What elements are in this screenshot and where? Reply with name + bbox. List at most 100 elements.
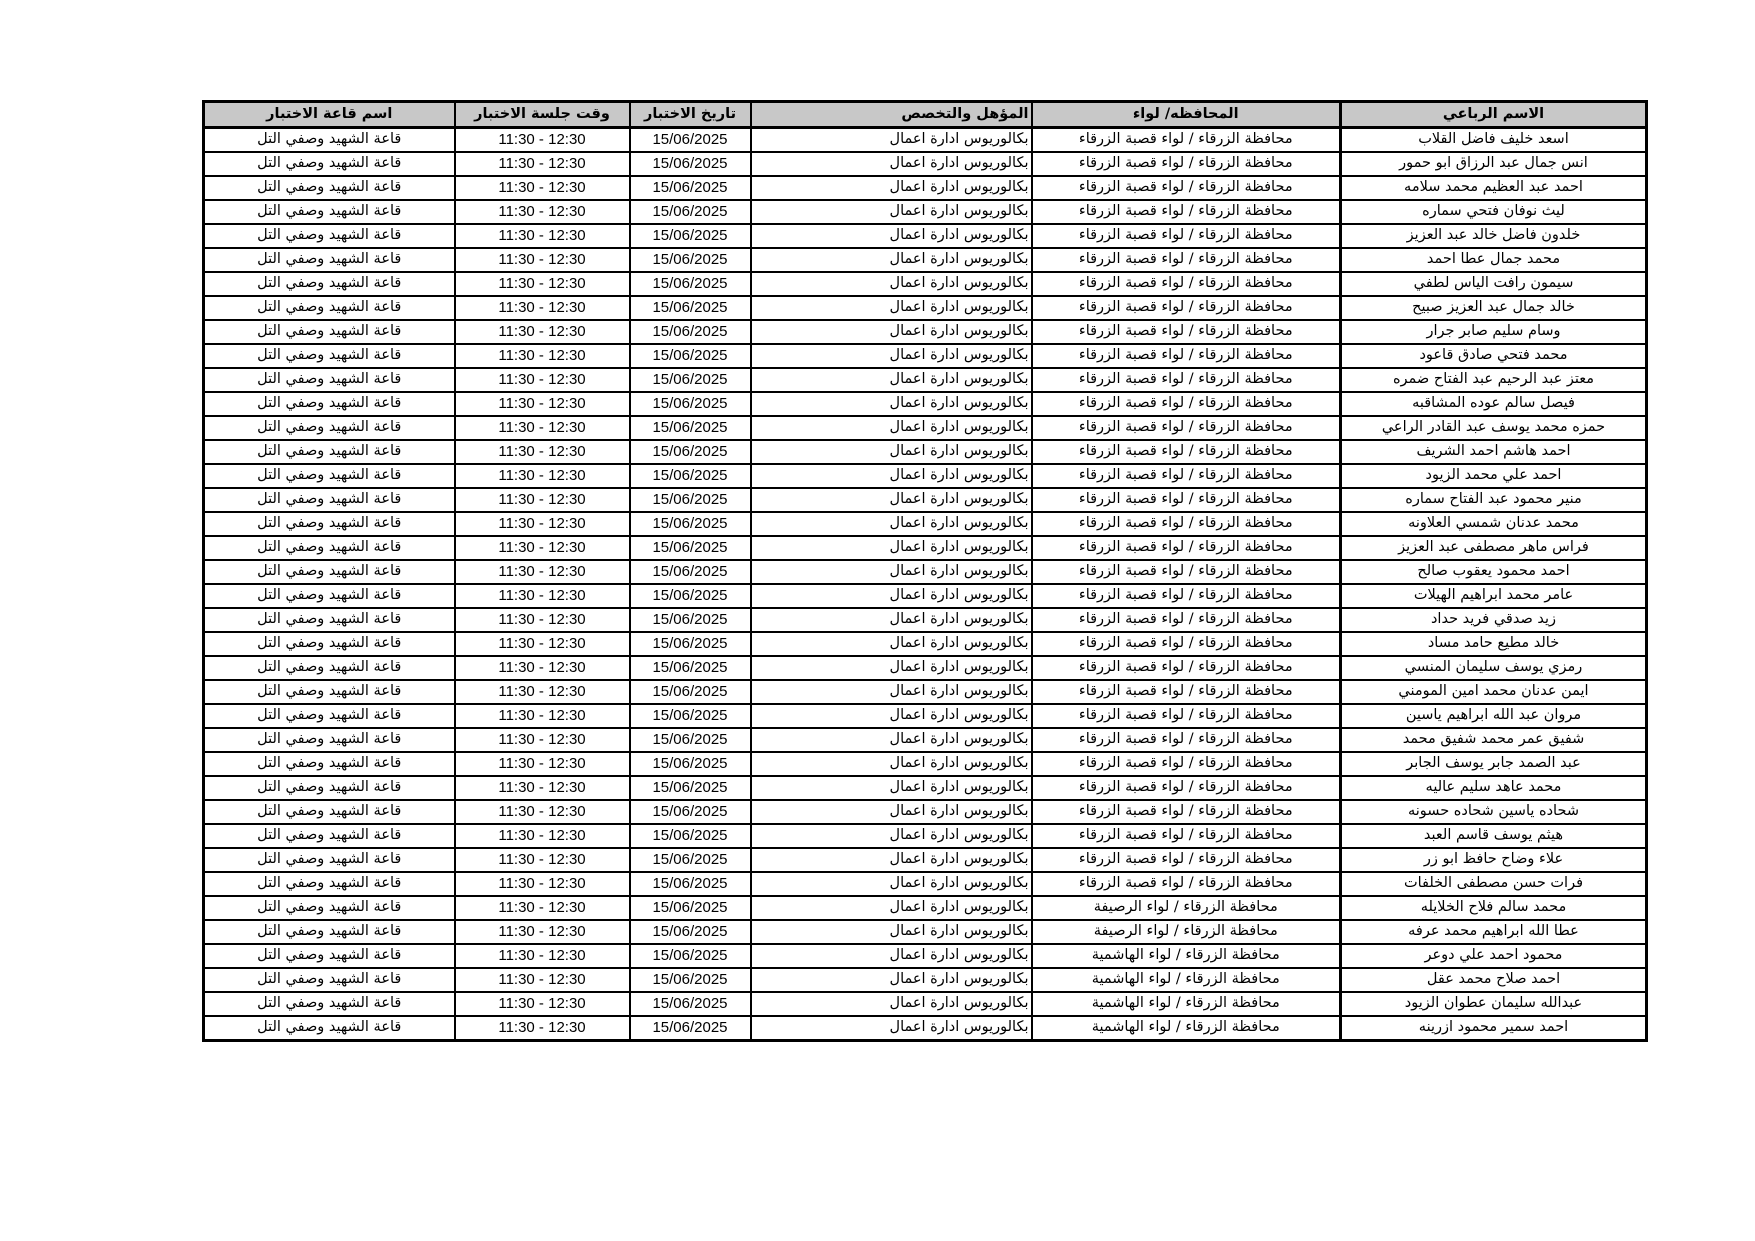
exam-date-cell: 15/06/2025: [628, 727, 752, 753]
exam-time-cell: 11:30 - 12:30: [453, 919, 631, 945]
exam-time-cell: 11:30 - 12:30: [453, 319, 631, 345]
exam-time-cell: 11:30 - 12:30: [453, 367, 631, 393]
exam-date-cell: 15/06/2025: [628, 751, 752, 777]
full-name-cell: ليث نوفان فتحي سماره: [1339, 199, 1648, 225]
table-row: حمزه محمد يوسف عبد القادر الراعي محافظة ا…: [202, 415, 1648, 441]
full-name-cell: محمد جمال عطا احمد: [1339, 247, 1648, 273]
exam-hall-cell: قاعة الشهيد وصفي التل: [202, 967, 456, 993]
table-row: احمد محمود يعقوب صالح محافظة الزرقاء / لو…: [202, 559, 1648, 585]
governorate-cell: محافظة الزرقاء / لواء الهاشمية: [1030, 967, 1342, 993]
qualification-cell: بكالوريوس ادارة اعمال: [749, 487, 1033, 513]
full-name-cell: فرات حسن مصطفى الخلفات: [1339, 871, 1648, 897]
qualification-cell: بكالوريوس ادارة اعمال: [749, 343, 1033, 369]
exam-hall-cell: قاعة الشهيد وصفي التل: [202, 367, 456, 393]
governorate-cell: محافظة الزرقاء / لواء قصبة الزرقاء: [1030, 415, 1342, 441]
exam-time-cell: 11:30 - 12:30: [453, 823, 631, 849]
qualification-cell: بكالوريوس ادارة اعمال: [749, 295, 1033, 321]
exam-hall-cell: قاعة الشهيد وصفي التل: [202, 607, 456, 633]
exam-date-cell: 15/06/2025: [628, 511, 752, 537]
exam-date-cell: 15/06/2025: [628, 319, 752, 345]
qualification-cell: بكالوريوس ادارة اعمال: [749, 991, 1033, 1017]
table-row: عبد الصمد جابر يوسف الجابر محافظة الزرقاء…: [202, 751, 1648, 777]
exam-hall-cell: قاعة الشهيد وصفي التل: [202, 295, 456, 321]
table-row: منير محمود عبد الفتاح سماره محافظة الزرقا…: [202, 487, 1648, 513]
exam-hall-cell: قاعة الشهيد وصفي التل: [202, 126, 456, 153]
table-row: احمد هاشم احمد الشريف محافظة الزرقاء / لو…: [202, 439, 1648, 465]
exam-time-cell: 11:30 - 12:30: [453, 607, 631, 633]
qualification-cell: بكالوريوس ادارة اعمال: [749, 607, 1033, 633]
governorate-cell: محافظة الزرقاء / لواء قصبة الزرقاء: [1030, 151, 1342, 177]
exam-time-cell: 11:30 - 12:30: [453, 943, 631, 969]
exam-hall-cell: قاعة الشهيد وصفي التل: [202, 1015, 456, 1042]
exam-time-cell: 11:30 - 12:30: [453, 871, 631, 897]
table-row: سيمون رافت الياس لطفي محافظة الزرقاء / لو…: [202, 271, 1648, 297]
table-row: وسام سليم صابر جرار محافظة الزرقاء / لواء…: [202, 319, 1648, 345]
table-row: معتز عبد الرحيم عبد الفتاح ضمره محافظة ال…: [202, 367, 1648, 393]
governorate-cell: محافظة الزرقاء / لواء قصبة الزرقاء: [1030, 487, 1342, 513]
full-name-cell: محمد فتحي صادق قاعود: [1339, 343, 1648, 369]
exam-hall-cell: قاعة الشهيد وصفي التل: [202, 199, 456, 225]
full-name-cell: شفيق عمر محمد شفيق محمد: [1339, 727, 1648, 753]
exam-time-cell: 11:30 - 12:30: [453, 511, 631, 537]
full-name-cell: عامر محمد ابراهيم الهيلات: [1339, 583, 1648, 609]
header-row: الاسم الرباعي المحافظه/ لواء المؤهل والت…: [202, 100, 1648, 129]
table-row: محمد عدنان شمسي العلاونه محافظة الزرقاء /…: [202, 511, 1648, 537]
qualification-cell: بكالوريوس ادارة اعمال: [749, 319, 1033, 345]
full-name-cell: عطا الله ابراهيم محمد عرفه: [1339, 919, 1648, 945]
qualification-cell: بكالوريوس ادارة اعمال: [749, 631, 1033, 657]
full-name-cell: احمد سمير محمود ازرينه: [1339, 1015, 1648, 1042]
table-row: شفيق عمر محمد شفيق محمد محافظة الزرقاء / …: [202, 727, 1648, 753]
governorate-cell: محافظة الزرقاء / لواء قصبة الزرقاء: [1030, 823, 1342, 849]
full-name-cell: محمود احمد علي دوعر: [1339, 943, 1648, 969]
governorate-cell: محافظة الزرقاء / لواء قصبة الزرقاء: [1030, 439, 1342, 465]
exam-time-cell: 11:30 - 12:30: [453, 679, 631, 705]
exam-time-cell: 11:30 - 12:30: [453, 631, 631, 657]
exam-date-cell: 15/06/2025: [628, 391, 752, 417]
table-row: احمد صلاح محمد عقل محافظة الزرقاء / لواء …: [202, 967, 1648, 993]
full-name-cell: خالد جمال عبد العزيز صبيح: [1339, 295, 1648, 321]
exam-hall-cell: قاعة الشهيد وصفي التل: [202, 679, 456, 705]
exam-date-cell: 15/06/2025: [628, 607, 752, 633]
governorate-cell: محافظة الزرقاء / لواء الهاشمية: [1030, 943, 1342, 969]
exam-hall-cell: قاعة الشهيد وصفي التل: [202, 391, 456, 417]
exam-date-cell: 15/06/2025: [628, 919, 752, 945]
governorate-cell: محافظة الزرقاء / لواء قصبة الزرقاء: [1030, 535, 1342, 561]
exam-date-cell: 15/06/2025: [628, 223, 752, 249]
exam-date-cell: 15/06/2025: [628, 655, 752, 681]
exam-date-cell: 15/06/2025: [628, 343, 752, 369]
table-row: ايمن عدنان محمد امين المومني محافظة الزرق…: [202, 679, 1648, 705]
qualification-cell: بكالوريوس ادارة اعمال: [749, 463, 1033, 489]
table-row: اسعد خليف فاضل القلاب محافظة الزرقاء / لو…: [202, 126, 1648, 153]
full-name-cell: منير محمود عبد الفتاح سماره: [1339, 487, 1648, 513]
exam-hall-cell: قاعة الشهيد وصفي التل: [202, 703, 456, 729]
exam-hall-cell: قاعة الشهيد وصفي التل: [202, 799, 456, 825]
full-name-cell: محمد عدنان شمسي العلاونه: [1339, 511, 1648, 537]
exam-hall-cell: قاعة الشهيد وصفي التل: [202, 895, 456, 921]
exam-date-cell: 15/06/2025: [628, 583, 752, 609]
table-row: احمد سمير محمود ازرينه محافظة الزرقاء / ل…: [202, 1015, 1648, 1042]
qualification-cell: بكالوريوس ادارة اعمال: [749, 703, 1033, 729]
exam-date-cell: 15/06/2025: [628, 799, 752, 825]
exam-hall-cell: قاعة الشهيد وصفي التل: [202, 151, 456, 177]
exam-date-cell: 15/06/2025: [628, 151, 752, 177]
governorate-cell: محافظة الزرقاء / لواء قصبة الزرقاء: [1030, 703, 1342, 729]
qualification-cell: بكالوريوس ادارة اعمال: [749, 919, 1033, 945]
exam-time-cell: 11:30 - 12:30: [453, 703, 631, 729]
exam-time-cell: 11:30 - 12:30: [453, 583, 631, 609]
full-name-cell: علاء وضاح حافظ ابو زر: [1339, 847, 1648, 873]
exam-hall-cell: قاعة الشهيد وصفي التل: [202, 511, 456, 537]
exam-time-cell: 11:30 - 12:30: [453, 751, 631, 777]
governorate-cell: محافظة الزرقاء / لواء قصبة الزرقاء: [1030, 343, 1342, 369]
table-row: رمزي يوسف سليمان المنسي محافظة الزرقاء / …: [202, 655, 1648, 681]
exam-time-cell: 11:30 - 12:30: [453, 391, 631, 417]
governorate-cell: محافظة الزرقاء / لواء قصبة الزرقاء: [1030, 727, 1342, 753]
full-name-cell: وسام سليم صابر جرار: [1339, 319, 1648, 345]
governorate-cell: محافظة الزرقاء / لواء الرصيفة: [1030, 919, 1342, 945]
full-name-cell: احمد صلاح محمد عقل: [1339, 967, 1648, 993]
table-row: فيصل سالم عوده المشاقبه محافظة الزرقاء / …: [202, 391, 1648, 417]
exam-hall-cell: قاعة الشهيد وصفي التل: [202, 583, 456, 609]
exam-date-cell: 15/06/2025: [628, 943, 752, 969]
exam-time-cell: 11:30 - 12:30: [453, 487, 631, 513]
header-exam-date: تاريخ الاختبار: [628, 100, 752, 129]
full-name-cell: شحاده ياسين شحاده حسونه: [1339, 799, 1648, 825]
